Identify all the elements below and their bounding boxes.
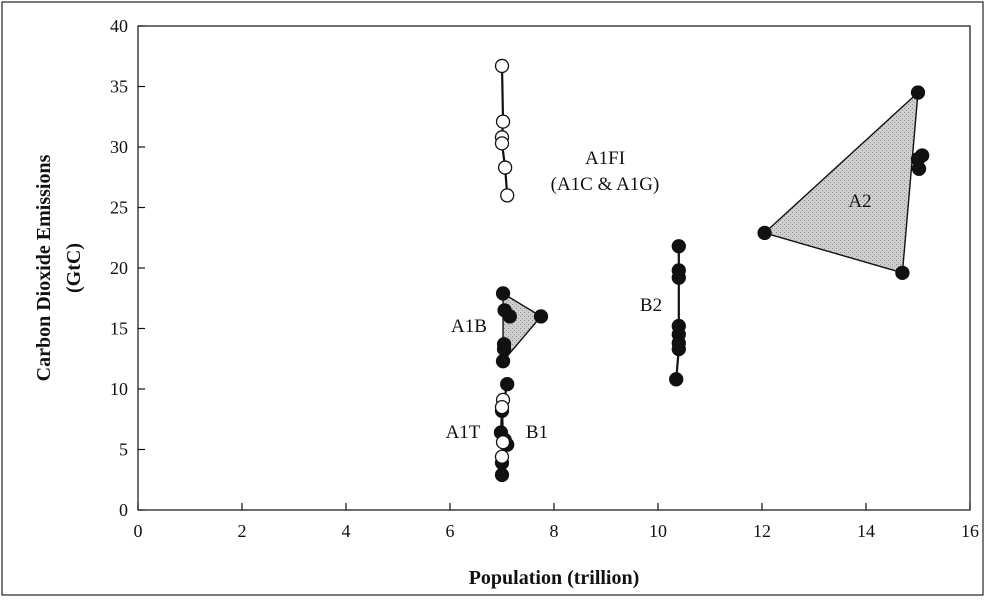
x-tick-label: 2 [238,521,247,541]
plot-area [137,25,971,511]
a2-point [910,85,926,100]
y-tick-label: 0 [119,500,128,520]
x-tick-label: 4 [342,521,351,541]
data-points [493,58,930,483]
x-tick-label: 8 [550,521,559,541]
a2-point [911,161,927,176]
a2-area [763,90,919,274]
y-tick-label: 30 [110,137,128,157]
a1fi-point [494,136,510,151]
b1-point [494,467,510,483]
series-lines [499,65,680,475]
x-axis: 0 2 4 6 8 10 12 14 16 [134,503,979,541]
a1t-point [494,399,510,415]
y-tick-label: 15 [110,319,128,339]
x-tick-label: 10 [649,521,667,541]
a1b-point [495,354,511,369]
x-tick-label: 0 [134,521,143,541]
a1b-point [533,309,549,324]
y-tick-label: 20 [110,258,128,278]
a1b-point [496,341,512,357]
a1fi-point [494,58,510,74]
b2-label: B2 [640,295,662,316]
x-tick-label: 12 [753,521,771,541]
a1fi-point [497,160,513,175]
a2-point [895,265,910,280]
a2-label: A2 [848,191,871,212]
a1b-point [495,286,511,301]
a1t-point [494,449,510,464]
group-labels: A1FI (A1C & A1G) A1B A1T B1 B2 A2 [446,148,872,443]
b1-label: B1 [526,422,548,443]
shaded-areas [502,90,919,364]
a1t-label: A1T [446,422,481,443]
a1fi-point [500,188,515,203]
a1fi-label: A1FI [585,148,625,169]
a2-point [757,225,772,241]
y-tick-label: 5 [119,440,128,460]
y-axis-title: Carbon Dioxide Emissions (GtC) [33,154,85,381]
y-tick-label: 40 [110,16,128,36]
b2-point [671,270,686,285]
y-axis: 0 5 10 15 20 25 30 35 40 [110,16,145,520]
x-tick-label: 6 [446,521,455,541]
y-tick-label: 10 [110,379,128,399]
y-tick-label: 25 [110,198,128,218]
a1fi-point [495,114,511,129]
x-axis-title: Population (trillion) [469,567,640,589]
b2-point [671,341,686,357]
b2-point [669,372,684,387]
y-axis-title-line-2: (GtC) [63,243,85,293]
x-tick-label: 16 [961,521,979,541]
y-axis-title-line-1: Carbon Dioxide Emissions [33,154,55,381]
x-tick-label: 14 [857,521,875,541]
y-tick-label: 35 [110,77,128,97]
a1fi-label: (A1C & A1G) [551,174,660,195]
b2-point [671,239,686,254]
b1-point [500,377,515,392]
a1b-point [502,309,517,324]
a1t-point [495,435,511,450]
a1b-label: A1B [451,316,487,337]
